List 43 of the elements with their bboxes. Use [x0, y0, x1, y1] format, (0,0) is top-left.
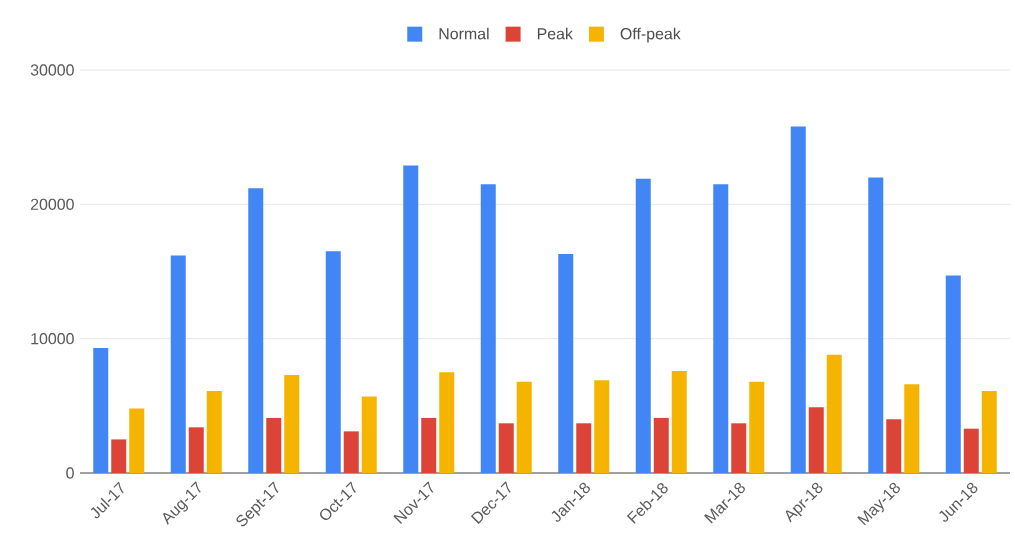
bar	[170, 255, 186, 473]
legend-label: Normal	[439, 27, 489, 40]
bar	[516, 381, 532, 473]
bar	[731, 423, 747, 473]
bar	[188, 427, 204, 473]
bar	[129, 408, 145, 473]
bar	[826, 354, 842, 473]
bar	[981, 391, 997, 473]
bar	[248, 188, 264, 473]
bar	[635, 178, 651, 473]
bar	[421, 417, 437, 473]
bar	[403, 165, 419, 473]
bar	[266, 417, 282, 473]
bar	[653, 417, 669, 473]
legend-label: Off-peak	[620, 27, 681, 43]
bar	[93, 348, 109, 473]
bar	[206, 391, 222, 473]
y-tick-label: 20000	[30, 198, 74, 210]
bar	[498, 423, 514, 473]
y-tick-label: 0	[66, 467, 74, 479]
y-tick-label: 30000	[30, 64, 74, 76]
bar	[749, 381, 765, 473]
bar	[325, 251, 341, 473]
bar	[945, 275, 961, 473]
bar	[713, 184, 729, 473]
bar	[671, 370, 687, 473]
bar	[886, 419, 902, 473]
bar	[361, 396, 377, 473]
bar	[963, 428, 979, 473]
bar	[343, 431, 359, 473]
bar	[868, 177, 884, 473]
bar	[808, 407, 824, 473]
bar	[284, 374, 300, 473]
bar	[480, 184, 496, 473]
legend-label: Peak	[537, 27, 573, 40]
bar	[576, 423, 592, 473]
y-tick-label: 10000	[31, 333, 74, 345]
bar	[439, 372, 455, 473]
bar	[594, 380, 610, 473]
bar	[904, 384, 920, 473]
bar	[558, 254, 574, 473]
bar	[790, 126, 806, 473]
bar	[111, 439, 127, 473]
